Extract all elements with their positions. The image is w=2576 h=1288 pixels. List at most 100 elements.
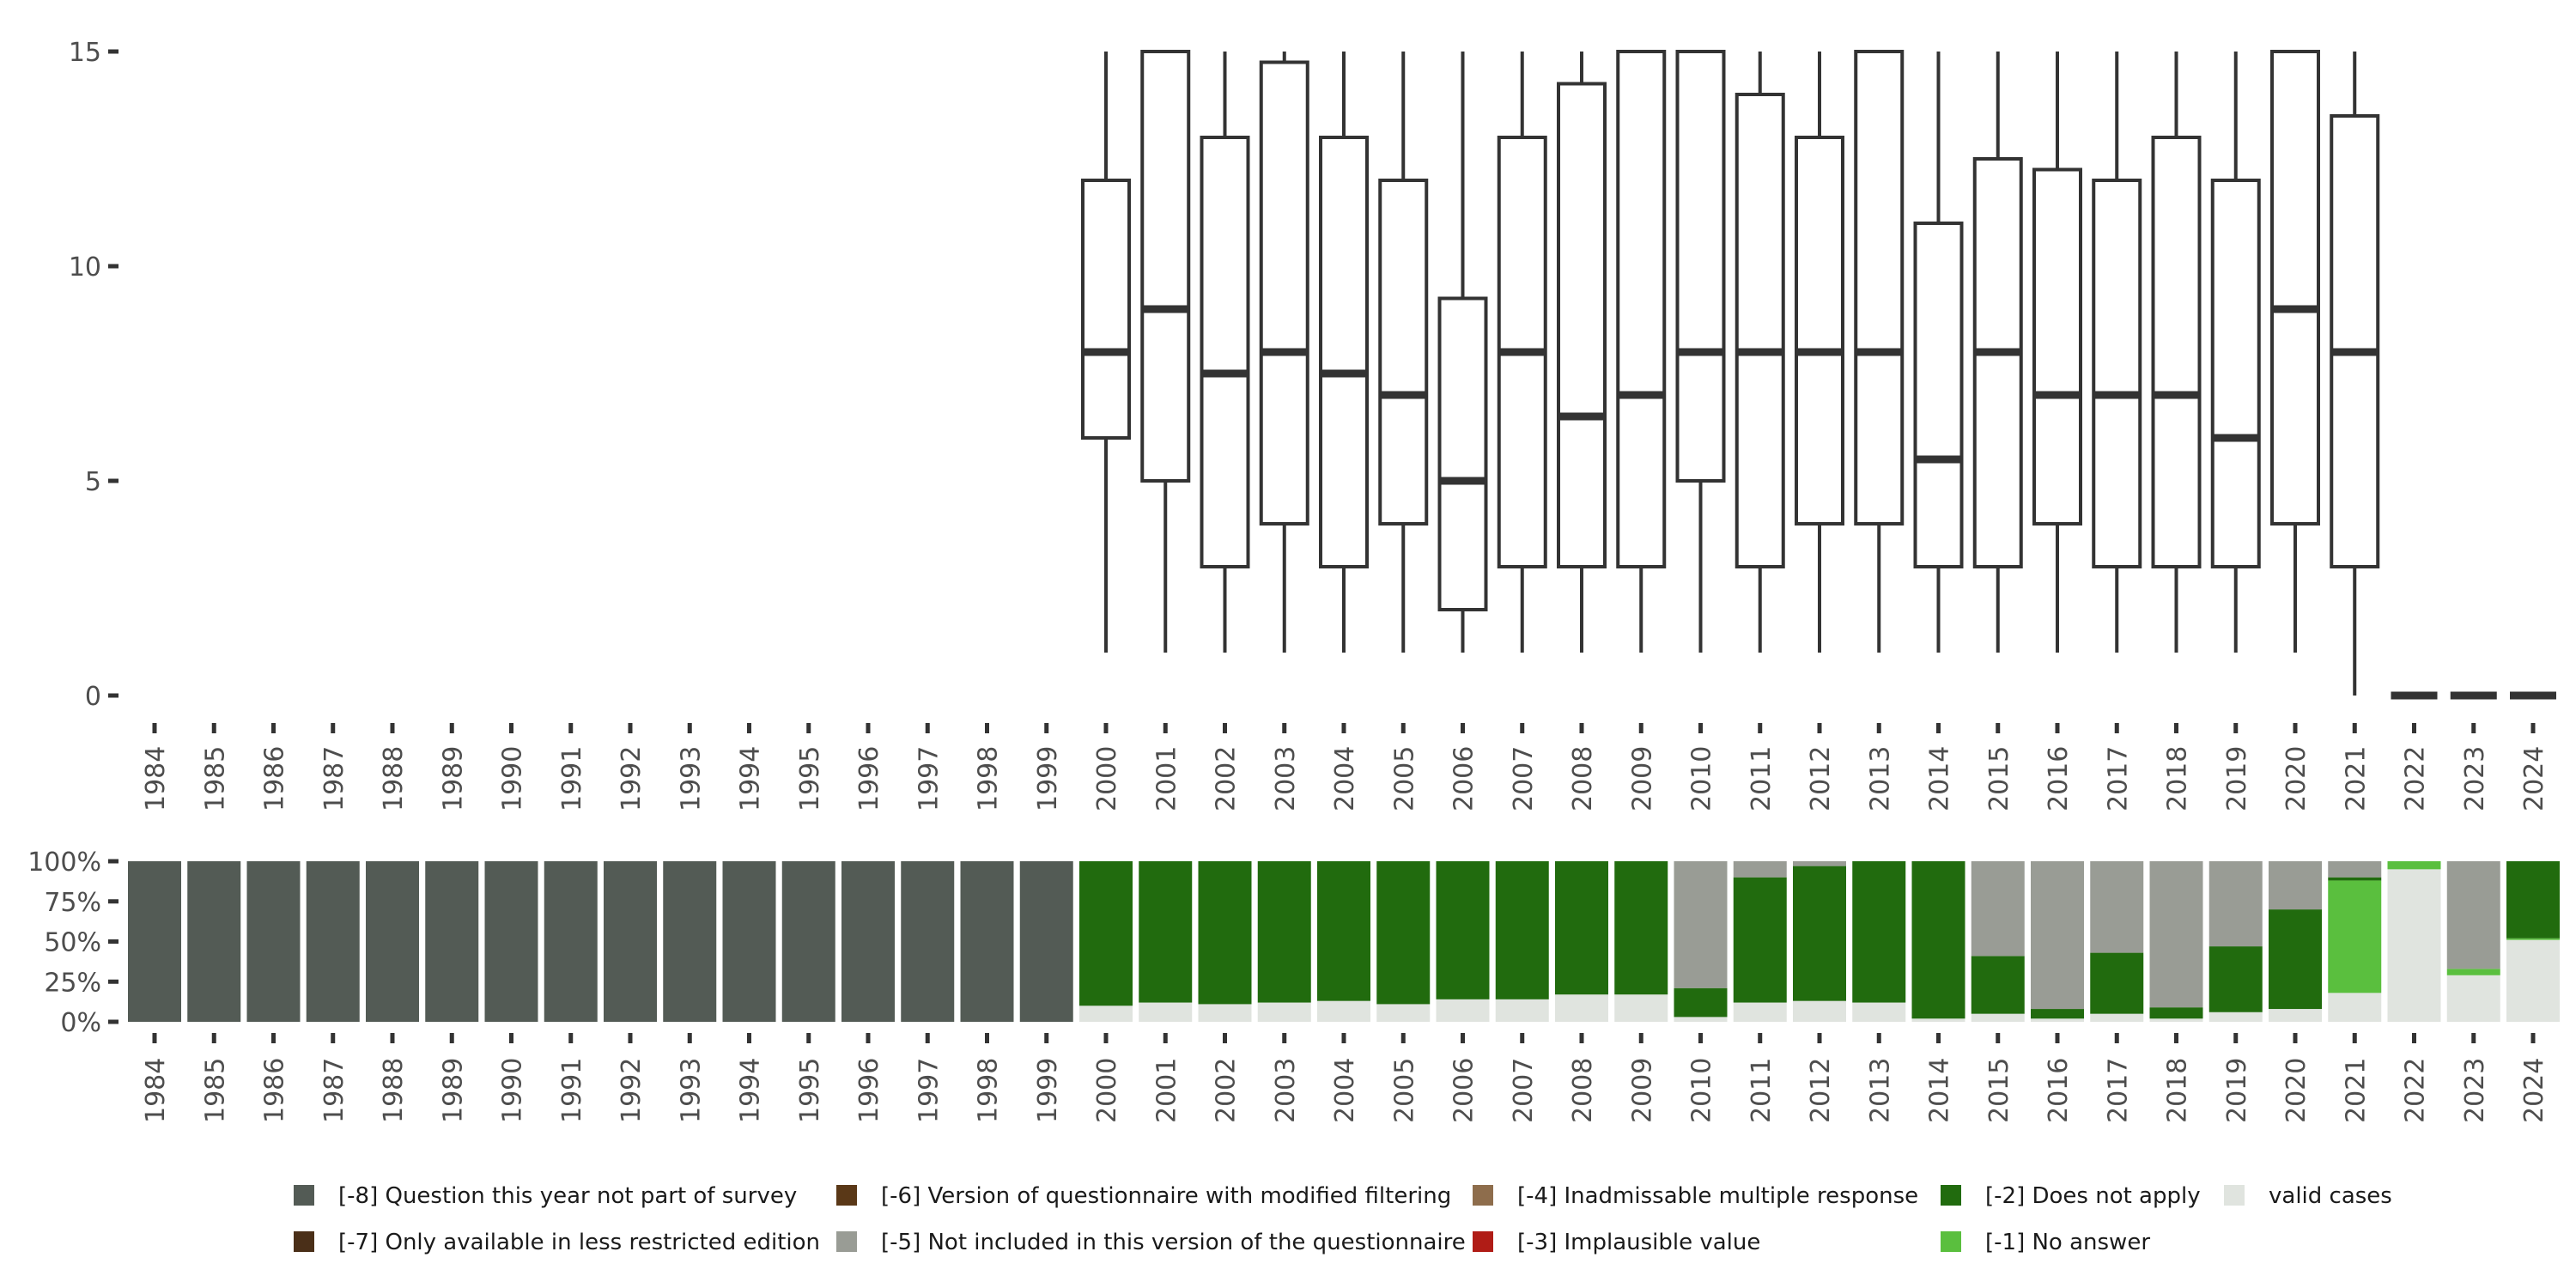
bar-segment-valid	[1317, 1000, 1370, 1022]
bar-segment-valid	[1674, 1017, 1728, 1022]
bar-segment-neg2	[2090, 952, 2144, 1014]
bar-segment-neg8	[1019, 861, 1073, 1022]
x-tick-label: 1988	[379, 746, 409, 811]
bar-segment-neg2	[1495, 861, 1549, 999]
bar-segment-neg5	[2031, 861, 2084, 1010]
box-2010	[1675, 50, 1726, 653]
box-iqr	[1913, 222, 1964, 568]
bar-2004	[1317, 861, 1370, 1022]
box-2008	[1557, 52, 1607, 653]
bar-segment-neg5	[1674, 861, 1728, 988]
bar-segment-neg5	[1793, 861, 1846, 866]
bar-segment-neg2	[2149, 1007, 2203, 1019]
box-iqr	[2210, 179, 2261, 568]
box-iqr	[1081, 179, 1131, 440]
bar-segment-neg2	[1733, 877, 1787, 1003]
legend-item-neg1: [-1] No answer	[1941, 1230, 2150, 1255]
bar-segment-neg2	[1793, 866, 1846, 1001]
x-tick-label: 2008	[1568, 1058, 1598, 1123]
legend-swatch	[1473, 1231, 1493, 1252]
x-tick-label: 2006	[1449, 746, 1479, 811]
bar-2001	[1139, 861, 1193, 1022]
x-tick-label: 2007	[1509, 1058, 1539, 1123]
box-iqr	[1616, 50, 1667, 568]
x-tick-label: 2004	[1330, 746, 1360, 811]
box-2020	[2270, 50, 2320, 653]
bar-2007	[1495, 861, 1549, 1022]
bar-segment-neg8	[781, 861, 835, 1022]
bar-2002	[1198, 861, 1252, 1022]
box-iqr	[1378, 179, 1429, 526]
x-tick-label: 2023	[2460, 1058, 2490, 1123]
x-tick-label: 1992	[617, 1058, 647, 1123]
x-tick-label: 2017	[2103, 1058, 2133, 1123]
bar-segment-neg8	[544, 861, 598, 1022]
bar-segment-valid	[2090, 1013, 2144, 1022]
bar-segment-valid	[1555, 994, 1608, 1022]
y-tick-label: 10	[69, 252, 101, 283]
bar-segment-neg2	[2208, 946, 2263, 1012]
bar-segment-neg2	[1376, 861, 1431, 1005]
bar-segment-neg2	[2506, 861, 2560, 939]
legend-swatch	[1941, 1185, 1961, 1206]
bar-segment-neg5	[2149, 861, 2203, 1008]
bar-2005	[1376, 861, 1431, 1022]
x-tick-label: 1992	[617, 746, 647, 811]
box-2013	[1854, 50, 1905, 653]
x-tick-label: 2012	[1806, 746, 1836, 811]
box-iqr	[1557, 82, 1607, 568]
x-tick-label: 2010	[1687, 746, 1717, 811]
bar-1990	[484, 861, 538, 1022]
bar-segment-neg2	[2269, 909, 2322, 1010]
legend-item-valid: valid cases	[2224, 1183, 2392, 1209]
legend-label: [-8] Question this year not part of surv…	[338, 1183, 797, 1209]
box-2015	[1972, 52, 2023, 653]
x-tick-label: 2013	[1865, 746, 1895, 811]
box-2003	[1259, 52, 1309, 653]
box-iqr	[1972, 157, 2023, 568]
bar-1992	[604, 861, 657, 1022]
x-tick-label: 2008	[1568, 746, 1598, 811]
box-2014	[1913, 52, 1964, 653]
bar-segment-valid	[2328, 993, 2382, 1022]
bar-segment-neg2	[1614, 861, 1668, 995]
bar-segment-neg1	[2506, 938, 2560, 940]
y-tick-label: 25%	[44, 968, 101, 998]
x-tick-label: 2020	[2281, 1058, 2312, 1123]
box-iqr	[1795, 136, 1844, 526]
bar-segment-neg8	[484, 861, 538, 1022]
x-tick-label: 1998	[974, 1058, 1004, 1123]
bar-segment-neg8	[604, 861, 657, 1022]
bar-1989	[425, 861, 479, 1022]
bar-1988	[366, 861, 419, 1022]
bar-2003	[1257, 861, 1311, 1022]
box-2018	[2151, 52, 2202, 653]
bar-segment-valid	[1733, 1002, 1787, 1022]
bar-segment-neg8	[425, 861, 479, 1022]
bar-segment-neg2	[2328, 877, 2382, 881]
box-iqr	[1437, 296, 1488, 611]
x-tick-label: 1999	[1033, 1058, 1063, 1123]
box-iqr	[1854, 50, 1905, 526]
bar-segment-valid	[2208, 1012, 2263, 1022]
bar-segment-neg8	[187, 861, 241, 1022]
bar-segment-neg8	[722, 861, 776, 1022]
bar-segment-neg8	[366, 861, 419, 1022]
bar-segment-neg2	[1079, 861, 1133, 1006]
legend-swatch	[294, 1185, 314, 1206]
bar-1985	[187, 861, 241, 1022]
x-tick-label: 1998	[974, 746, 1004, 811]
bar-1993	[663, 861, 717, 1022]
legend-item-neg7: [-7] Only available in less restricted e…	[294, 1230, 820, 1255]
legend-item-neg6: [-6] Version of questionnaire with modif…	[836, 1183, 1451, 1209]
bar-1991	[544, 861, 598, 1022]
box-iqr	[2092, 179, 2142, 568]
y-tick-label: 50%	[44, 928, 101, 958]
x-tick-label: 2015	[1984, 746, 2014, 811]
bar-segment-neg2	[1198, 861, 1252, 1005]
bar-segment-neg5	[2328, 861, 2382, 878]
legend-item-neg5: [-5] Not included in this version of the…	[836, 1230, 1466, 1255]
box-iqr	[1140, 50, 1191, 483]
bar-segment-valid	[1376, 1004, 1431, 1022]
x-tick-label: 2014	[1925, 746, 1955, 811]
